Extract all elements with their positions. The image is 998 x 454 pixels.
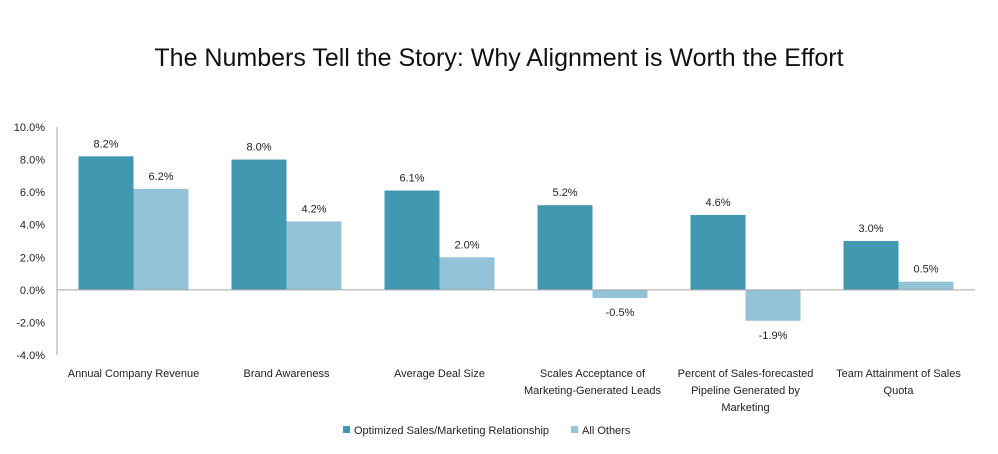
category-label: Percent of Sales-forecasted Pipeline Gene… [678,368,814,414]
data-label: 6.2% [148,171,173,183]
category-label-line: Pipeline Generated by [691,385,800,397]
category-label-line: Percent of Sales-forecasted [678,368,814,380]
category-label: Average Deal Size [394,368,485,380]
data-labels-group: 8.2% 8.0% 6.1% 5.2% 4.6% 3.0% 6.2% 4.2% 2.0% -0.5… [93,138,938,341]
y-tick-label: 10.0% [14,122,45,134]
legend-label-optimized: Optimized Sales/Marketing Relationship [354,425,549,437]
bar-optimized [843,241,899,290]
legend-label-all-others: All Others [582,425,631,437]
bar-optimized [384,190,440,290]
bar-optimized [78,156,134,290]
bar-all-others [439,257,495,290]
data-label: 0.5% [913,264,938,276]
bar-all-others [133,188,189,290]
y-tick-label: -2.0% [16,317,45,329]
category-label: Brand Awareness [243,368,330,380]
bars-group [78,156,954,321]
category-label-line: Annual Company Revenue [68,368,199,380]
data-label: -0.5% [606,307,635,319]
bar-optimized [231,159,287,290]
data-label: 8.2% [93,138,118,150]
category-label-line: Brand Awareness [243,368,330,380]
category-label: Team Attainment of Sales Quota [836,368,961,397]
data-label: 3.0% [858,223,883,235]
data-label: 4.2% [301,203,326,215]
category-label: Annual Company Revenue [68,368,199,380]
category-label: Scales Acceptance of Marketing-Generated … [524,368,661,397]
bar-all-others [745,289,801,321]
category-label-line: Average Deal Size [394,368,485,380]
y-tick-label: 0.0% [20,285,45,297]
legend: Optimized Sales/Marketing Relationship Al… [343,425,631,437]
y-tick-label: 6.0% [20,187,45,199]
data-label: 8.0% [246,142,271,154]
legend-swatch-optimized [343,426,350,433]
data-label: 6.1% [399,173,424,185]
category-label-line: Marketing-Generated Leads [524,385,661,397]
y-tick-label: -4.0% [16,350,45,362]
category-label-line: Team Attainment of Sales [836,368,961,380]
bar-optimized [690,214,746,290]
y-tick-label: 8.0% [20,155,45,167]
category-label-line: Quota [884,385,915,397]
category-labels-group: Annual Company Revenue Brand Awareness Ave… [68,368,962,414]
y-axis: 10.0% 8.0% 6.0% 4.0% 2.0% 0.0% -2.0% -4.0% [14,122,58,362]
bar-optimized [537,205,593,290]
legend-swatch-all-others [571,426,579,433]
data-label: 4.6% [705,197,730,209]
data-label: 2.0% [454,239,479,251]
category-label-line: Marketing [721,402,769,414]
data-label: 5.2% [552,187,577,199]
bar-all-others [286,221,342,290]
y-tick-label: 2.0% [20,252,45,264]
category-label-line: Scales Acceptance of [540,368,646,380]
y-tick-label: 4.0% [20,220,45,232]
bar-all-others [592,289,648,298]
chart-title: The Numbers Tell the Story: Why Alignmen… [154,44,844,72]
data-label: -1.9% [759,330,788,342]
bar-all-others [898,281,954,290]
